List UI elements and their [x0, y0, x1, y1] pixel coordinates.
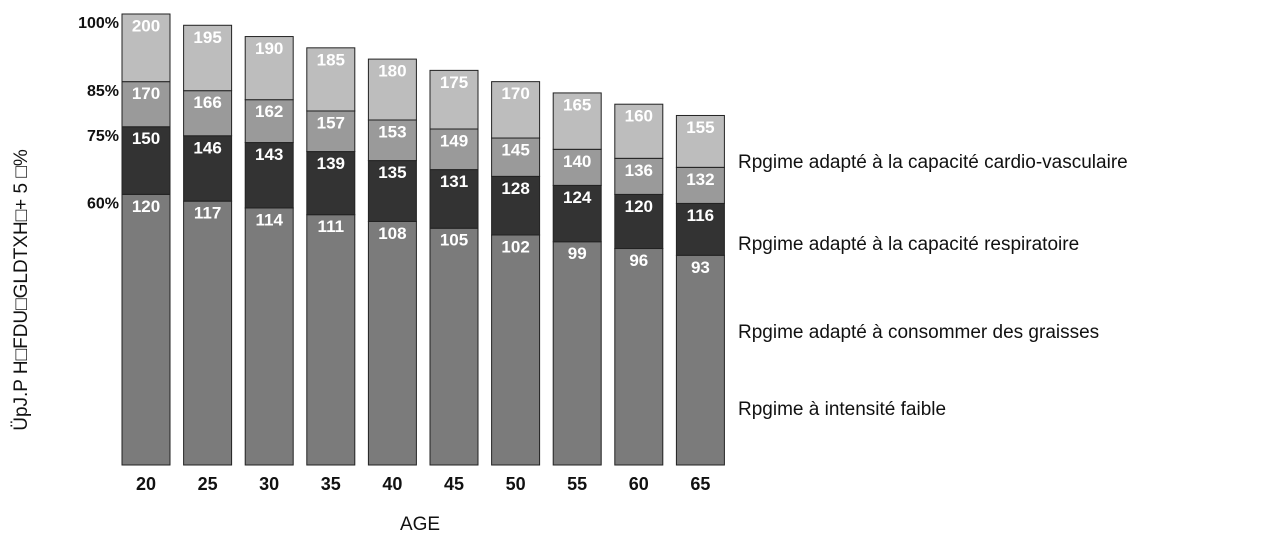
value-label: 128: [501, 179, 529, 198]
bar-segment: [306, 110, 356, 153]
x-tick-label: 20: [136, 474, 156, 494]
bar-segment: [675, 114, 725, 168]
value-label: 143: [255, 145, 283, 164]
value-label: 132: [686, 170, 714, 189]
x-tick-label: 50: [506, 474, 526, 494]
value-label: 160: [625, 107, 653, 126]
value-label: 131: [440, 172, 468, 191]
bar-segment: [183, 135, 233, 202]
bar-segment: [367, 160, 417, 222]
value-label: 153: [378, 122, 406, 141]
x-tick-label: 45: [444, 474, 464, 494]
x-tick-label: 25: [198, 474, 218, 494]
value-label: 180: [378, 62, 406, 81]
bar-segment: [675, 166, 725, 204]
x-tick-label: 60: [629, 474, 649, 494]
bar-segment: [429, 69, 479, 130]
bar-segment: [121, 193, 171, 466]
bar-segment: [614, 193, 664, 250]
value-label: 166: [193, 93, 221, 112]
value-label: 170: [132, 84, 160, 103]
bar-segment: [183, 24, 233, 92]
value-label: 96: [629, 251, 648, 270]
value-label: 146: [193, 138, 221, 157]
legend-label: Rpgime adapté à la capacité cardio-vascu…: [738, 152, 1128, 173]
value-label: 157: [317, 113, 345, 132]
bar-segment: [614, 103, 664, 159]
bar-segment: [552, 92, 602, 150]
value-label: 116: [687, 206, 714, 225]
value-label: 111: [318, 217, 345, 236]
legend-label: Rpgime adapté à la capacité respiratoire: [738, 234, 1079, 255]
value-label: 102: [501, 237, 529, 256]
value-label: 155: [686, 118, 714, 137]
value-label: 185: [317, 50, 345, 69]
value-label: 108: [378, 224, 406, 243]
bar-segment: [183, 200, 233, 466]
bar-segment: [429, 128, 479, 171]
value-label: 162: [255, 102, 283, 121]
legend-label: Rpgime adapté à consommer des graisses: [738, 322, 1099, 343]
value-label: 175: [440, 73, 468, 92]
zone-label: 60%: [87, 196, 119, 213]
x-tick-label: 65: [690, 474, 710, 494]
bar-segment: [552, 241, 602, 466]
bar-segment: [306, 151, 356, 216]
x-tick-label: 35: [321, 474, 341, 494]
bar-segment: [121, 126, 171, 195]
value-label: 105: [440, 231, 468, 250]
value-label: 114: [255, 210, 283, 229]
value-label: 150: [132, 129, 160, 148]
value-label: 117: [194, 204, 221, 223]
value-label: 124: [563, 188, 592, 207]
bar-segment: [614, 248, 664, 466]
value-label: 190: [255, 39, 283, 58]
zone-label: 85%: [87, 83, 119, 100]
value-label: 135: [378, 163, 406, 182]
zone-label: 100%: [78, 15, 119, 32]
value-label: 140: [563, 152, 591, 171]
bar-segment: [244, 142, 294, 209]
value-label: 165: [563, 95, 591, 114]
value-label: 170: [501, 84, 529, 103]
bar-segment: [367, 220, 417, 466]
value-label: 120: [132, 197, 160, 216]
bar-segment: [306, 214, 356, 466]
value-label: 149: [440, 131, 468, 150]
bar-segment: [183, 90, 233, 137]
bar-segment: [244, 207, 294, 466]
value-label: 93: [691, 258, 710, 277]
bar-segment: [367, 58, 417, 121]
x-tick-label: 40: [382, 474, 402, 494]
bar-segment: [552, 148, 602, 186]
bar-segment: [614, 157, 664, 195]
bar-segment: [244, 36, 294, 101]
value-label: 136: [625, 161, 653, 180]
zone-label: 75%: [87, 128, 119, 145]
value-label: 99: [568, 244, 587, 263]
value-label: 200: [132, 16, 160, 35]
x-axis-title: AGE: [400, 514, 440, 535]
bar-segment: [429, 227, 479, 466]
value-label: 145: [501, 141, 529, 160]
bar-segment: [491, 175, 541, 236]
value-label: 120: [625, 197, 653, 216]
y-axis-title: ÜpJ.P H□FDU□GLDTXH□+ 5 □%: [11, 149, 32, 431]
value-label: 139: [317, 154, 345, 173]
bar-segment: [244, 99, 294, 144]
bar-segment: [491, 234, 541, 466]
x-tick-label: 30: [259, 474, 279, 494]
bar-segment: [675, 254, 725, 466]
bar-segment: [121, 81, 171, 128]
legend-label: Rpgime à intensité faible: [738, 399, 946, 420]
bar-segment: [675, 202, 725, 256]
x-tick-label: 55: [567, 474, 587, 494]
value-label: 195: [193, 28, 221, 47]
bar-segment: [429, 169, 479, 229]
bar-segment: [491, 81, 541, 139]
bar-segment: [121, 13, 171, 83]
bar-segment: [491, 137, 541, 177]
bar-segment: [306, 47, 356, 112]
